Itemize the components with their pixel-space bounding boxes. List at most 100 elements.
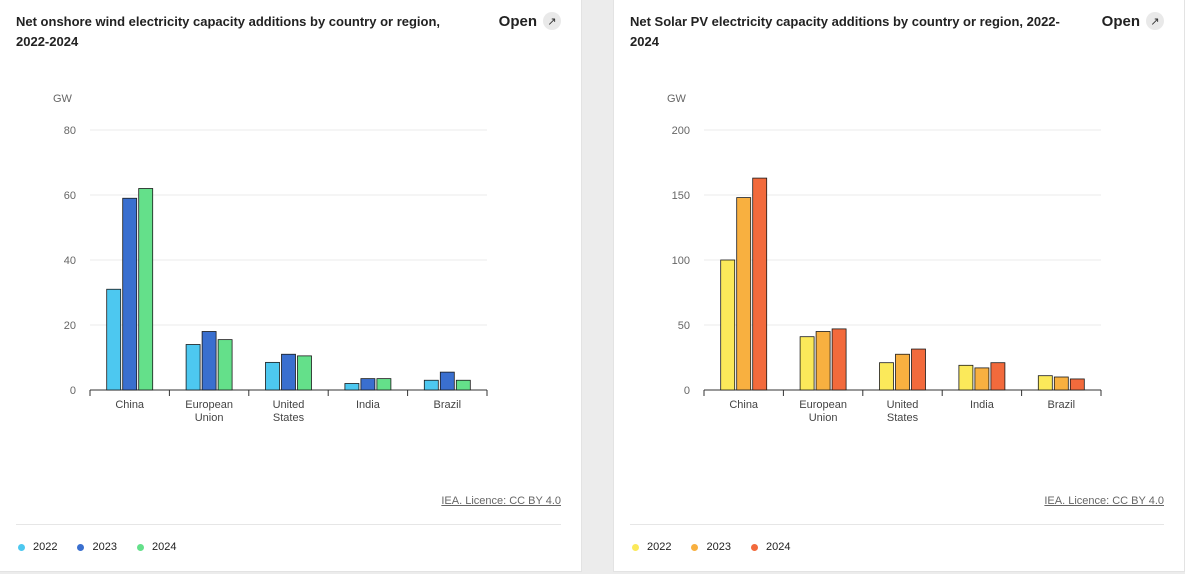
bar: [799, 336, 815, 391]
legend-swatch: [136, 543, 144, 551]
x-category-label-line: United: [273, 399, 305, 411]
x-category-label-line: States: [887, 412, 919, 424]
bar: [1037, 375, 1053, 391]
legend-label: 2022: [33, 541, 58, 553]
legend-swatch: [632, 543, 639, 551]
x-category-label-line: Union: [195, 412, 224, 424]
x-category-label-line: India: [970, 399, 995, 411]
x-category-label: Brazil: [1048, 399, 1076, 411]
legend-item-2023[interactable]: 2023: [691, 541, 731, 553]
x-category-label: Brazil: [434, 399, 462, 411]
bar: [1053, 376, 1069, 391]
legend-divider: [630, 524, 1164, 525]
bar: [958, 364, 974, 391]
x-category-label: India: [970, 399, 995, 411]
bar: [736, 197, 752, 391]
bar: [815, 331, 831, 391]
bar: [265, 361, 280, 391]
bar: [455, 379, 471, 391]
x-category-label: India: [356, 399, 381, 411]
bar: [752, 177, 768, 391]
y-tick-label: 60: [64, 190, 76, 202]
x-category-label-line: United: [887, 399, 919, 411]
x-category-label: European Union: [185, 399, 233, 424]
x-category-label-line: European: [185, 399, 233, 411]
x-category-label-line: China: [115, 399, 145, 411]
expand-arrow-icon: ↗: [543, 12, 561, 30]
legend-item-2024[interactable]: 2024: [750, 541, 791, 553]
bar: [376, 378, 392, 391]
y-tick-label: 20: [64, 320, 76, 332]
legend-swatch: [750, 543, 758, 551]
x-category-label: United States: [887, 399, 919, 424]
legend-swatch: [18, 543, 25, 551]
legend-item-2022[interactable]: 2022: [632, 541, 671, 553]
chart-title: Net Solar PV electricity capacity additi…: [630, 14, 1060, 49]
x-category-label-line: India: [356, 399, 381, 411]
y-axis-unit-label: GW: [53, 93, 73, 105]
x-category-label: China: [729, 399, 759, 411]
bar: [720, 259, 736, 391]
legend-item-2024[interactable]: 2024: [136, 541, 177, 553]
y-tick-label: 200: [672, 125, 690, 137]
bar: [185, 344, 201, 391]
y-tick-label: 50: [678, 320, 690, 332]
bar: [344, 383, 360, 391]
solar-chart-panel: Net Solar PV electricity capacity additi…: [613, 0, 1185, 572]
legend-item-2023[interactable]: 2023: [77, 541, 117, 553]
legend-label: 2024: [151, 541, 177, 553]
bar: [1069, 378, 1085, 391]
bar: [122, 197, 138, 391]
solar-bar-chart: GW 0 50 100 150 200 China European Union United St…: [667, 93, 1102, 424]
x-category-label-line: States: [273, 412, 305, 424]
bar: [360, 378, 376, 391]
y-axis-unit-label: GW: [667, 93, 687, 105]
source-link[interactable]: IEA. Licence: CC BY 4.0: [441, 495, 561, 507]
legend-item-2022[interactable]: 2022: [18, 541, 57, 553]
open-label: Open: [498, 12, 537, 30]
legend-label: 2023: [92, 541, 117, 553]
y-tick-label: 100: [672, 255, 690, 267]
x-category-label: United States: [273, 399, 305, 424]
x-category-label-line: European: [799, 399, 847, 411]
bar: [879, 362, 894, 391]
y-tick-label: 0: [70, 385, 76, 397]
bar: [990, 362, 1006, 391]
x-category-label-line: China: [729, 399, 759, 411]
bar: [106, 288, 122, 391]
x-category-label-line: Union: [809, 412, 838, 424]
expand-arrow-icon: ↗: [1146, 12, 1164, 30]
x-category-label-line: Brazil: [1048, 399, 1076, 411]
legend-label: 2023: [706, 541, 731, 553]
x-category-label-line: Brazil: [434, 399, 462, 411]
legend: 2022 2023 2024: [632, 541, 790, 553]
y-tick-label: 150: [672, 190, 690, 202]
legend: 2022 2023 2024: [18, 541, 176, 553]
bar: [439, 371, 455, 391]
source-link[interactable]: IEA. Licence: CC BY 4.0: [1044, 495, 1164, 507]
chart-title: Net onshore wind electricity capacity ad…: [16, 14, 441, 49]
legend-label: 2024: [765, 541, 791, 553]
open-label: Open: [1101, 12, 1140, 30]
open-button[interactable]: Open ↗: [1102, 12, 1164, 30]
bar: [423, 379, 439, 391]
y-tick-label: 0: [684, 385, 690, 397]
y-tick-label: 80: [64, 125, 76, 137]
y-tick-label: 40: [64, 255, 76, 267]
legend-swatch: [691, 543, 699, 551]
wind-chart-panel: Net onshore wind electricity capacity ad…: [0, 0, 582, 572]
bar: [974, 367, 990, 391]
x-category-label: China: [115, 399, 145, 411]
legend-divider: [16, 524, 561, 525]
legend-label: 2022: [647, 541, 672, 553]
legend-swatch: [77, 543, 85, 551]
bar: [201, 331, 217, 391]
open-button[interactable]: Open ↗: [499, 12, 561, 30]
bar: [911, 348, 926, 391]
x-category-label: European Union: [799, 399, 847, 424]
bar: [138, 188, 154, 391]
wind-bar-chart: GW 0 20 40 60 80 China European Union United State…: [53, 93, 488, 424]
bar: [281, 353, 296, 391]
bar: [297, 355, 312, 391]
bar: [831, 328, 847, 391]
